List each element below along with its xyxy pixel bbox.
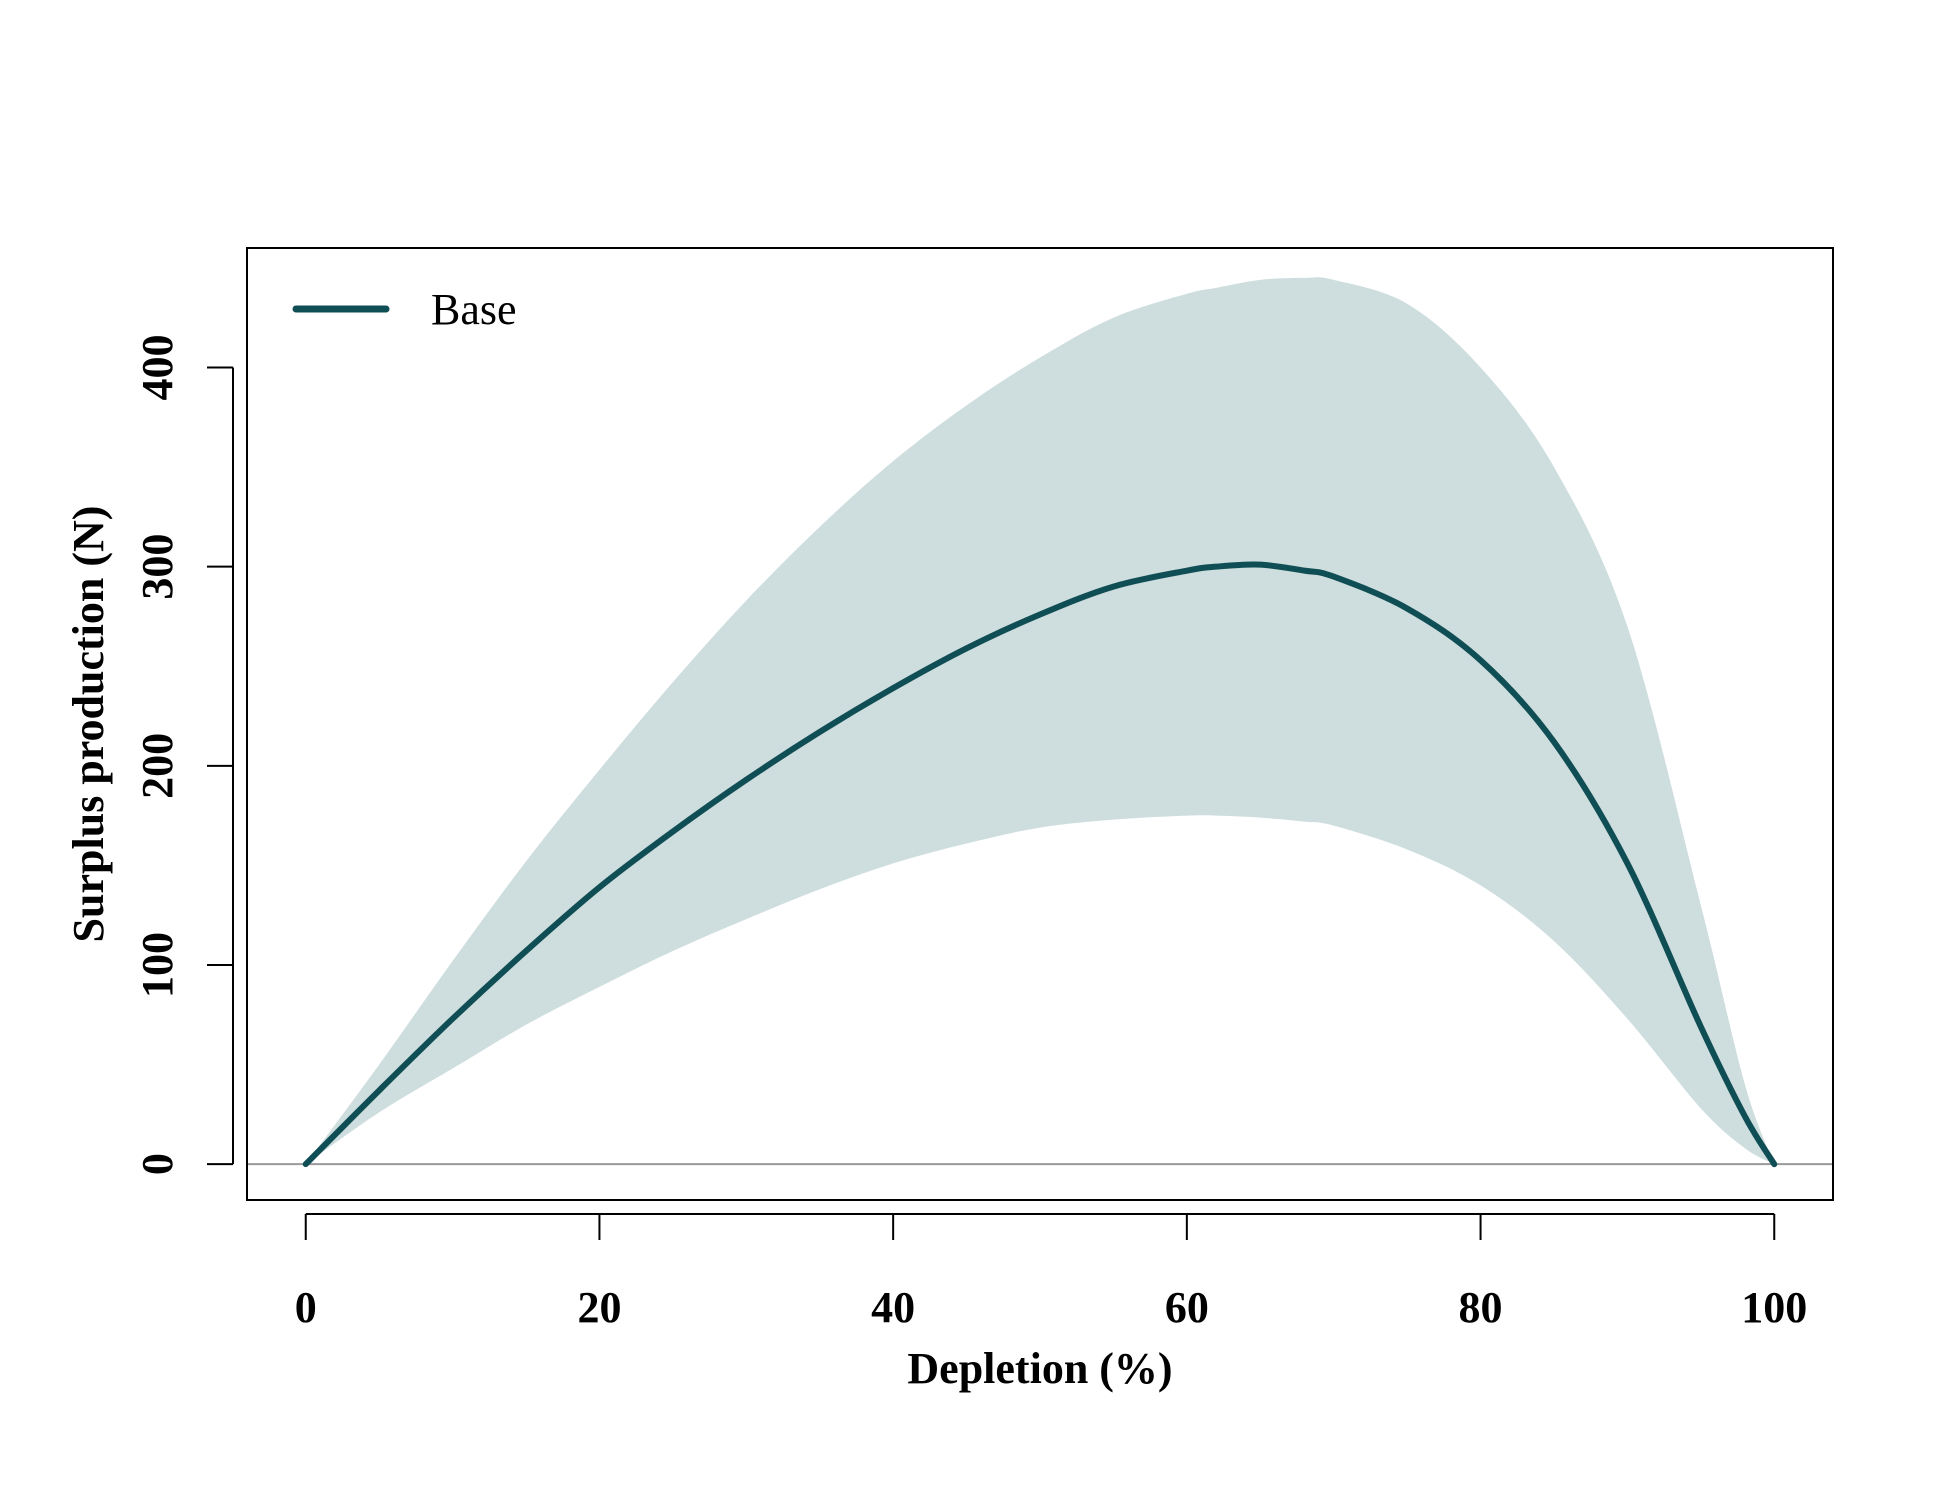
y-axis: 0 100 200 300 400 [133, 334, 234, 1175]
y-tick-label: 100 [133, 932, 182, 998]
y-tick-label: 300 [133, 534, 182, 600]
x-tick-label: 60 [1165, 1283, 1209, 1332]
uncertainty-band [305, 277, 1775, 1165]
y-tick-label: 200 [133, 733, 182, 799]
plot-frame [246, 247, 1834, 1201]
y-axis-title: Surplus production (N) [64, 506, 113, 943]
x-tick-label: 20 [577, 1283, 621, 1332]
x-tick-label: 100 [1741, 1283, 1807, 1332]
x-tick-label: 0 [295, 1283, 317, 1332]
x-axis: 0 20 40 60 80 100 [295, 1213, 1807, 1332]
x-tick-label: 40 [871, 1283, 915, 1332]
x-axis-title: Depletion (%) [907, 1344, 1172, 1393]
legend: Base [292, 285, 517, 334]
legend-label-base: Base [431, 285, 517, 334]
y-tick-label: 0 [133, 1153, 182, 1175]
series-line-base [302, 561, 1778, 1168]
y-tick-label: 400 [133, 334, 182, 400]
x-tick-label: 80 [1459, 1283, 1503, 1332]
